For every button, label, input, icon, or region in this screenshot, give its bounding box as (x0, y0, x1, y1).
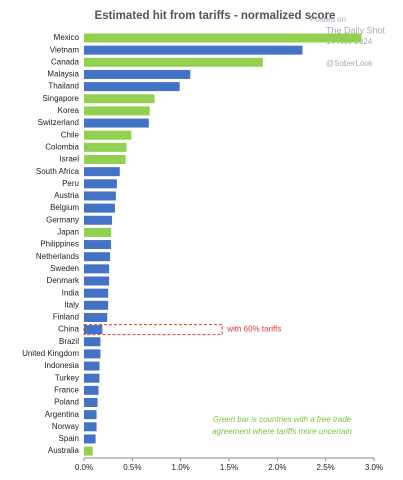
y-tick-label: Sweden (50, 264, 79, 273)
bar (84, 118, 149, 128)
y-tick-label: Indonesia (44, 361, 79, 370)
bar (84, 361, 100, 371)
bar (84, 155, 126, 164)
bar (84, 142, 127, 152)
annotation-text: with 60% tariffs (226, 325, 281, 334)
bar (84, 312, 108, 322)
chart-title: Estimated hit from tariffs - normalized … (95, 10, 336, 22)
bar (84, 325, 103, 335)
bar (84, 276, 110, 286)
bar (84, 264, 110, 274)
y-tick-label: Turkey (55, 373, 79, 382)
bar (84, 106, 150, 116)
y-tick-label: Brazil (59, 337, 79, 346)
y-tick-label: Switzerland (38, 118, 79, 127)
bar (84, 373, 100, 383)
y-tick-label: Chile (61, 130, 80, 139)
bar (84, 422, 97, 432)
bar (84, 130, 132, 140)
x-tick-label: 1.5% (220, 463, 238, 472)
bar (84, 410, 97, 420)
x-tick-label: 0.0% (75, 463, 93, 472)
bar (84, 349, 101, 359)
y-tick-label: Korea (58, 106, 80, 115)
y-tick-label: Singapore (43, 94, 80, 103)
y-tick-label: India (62, 288, 80, 297)
bar (84, 300, 109, 310)
y-tick-label: Thailand (48, 82, 79, 91)
y-tick-label: Poland (54, 398, 79, 407)
x-tick-label: 2.5% (317, 463, 335, 472)
bar (84, 227, 112, 237)
bar (84, 398, 98, 407)
bar (84, 179, 117, 189)
y-tick-label: Japan (57, 228, 79, 237)
y-tick-label: Australia (48, 446, 80, 455)
y-tick-label: Denmark (47, 276, 80, 285)
y-tick-label: South Africa (36, 167, 80, 176)
bar (84, 82, 180, 92)
bar (84, 45, 303, 55)
bar (84, 33, 362, 43)
x-tick-label: 3.0% (365, 463, 383, 472)
y-tick-label: Norway (52, 422, 79, 431)
y-tick-label: Malaysia (47, 70, 79, 79)
bar (84, 337, 101, 347)
note: agreement where tariffs more uncertain (212, 427, 352, 436)
watermark: The Daily Shot (326, 25, 386, 35)
y-tick-label: Finland (53, 313, 79, 322)
y-tick-label: Israel (59, 155, 79, 164)
bar (84, 215, 113, 225)
bar (84, 446, 93, 456)
y-tick-label: Italy (64, 300, 79, 309)
y-tick-label: China (58, 325, 79, 334)
y-tick-label: Germany (46, 215, 79, 224)
annotation-box (83, 324, 223, 336)
y-tick-label: Netherlands (36, 252, 79, 261)
x-tick-label: 0.5% (123, 463, 141, 472)
bar (84, 94, 155, 104)
y-tick-label: Belgium (50, 203, 79, 212)
x-tick-label: 1.0% (172, 463, 190, 472)
y-tick-label: Austria (54, 191, 79, 200)
bar (84, 434, 96, 444)
y-tick-label: Colombia (45, 142, 79, 151)
bar (84, 191, 116, 201)
y-tick-label: Peru (62, 179, 79, 188)
y-tick-label: Canada (51, 57, 80, 66)
y-tick-label: United Kingdom (22, 349, 79, 358)
bar (84, 240, 112, 250)
x-tick-label: 2.0% (268, 463, 286, 472)
bar (84, 252, 111, 262)
y-tick-label: Mexico (54, 33, 80, 42)
bar (84, 69, 191, 79)
bar (84, 57, 263, 67)
bar (84, 288, 109, 298)
y-tick-label: Argentina (45, 410, 80, 419)
y-tick-label: France (54, 385, 79, 394)
watermark: @SoberLook (326, 59, 374, 68)
bar (84, 167, 120, 177)
bar (84, 203, 115, 213)
y-tick-label: Vietnam (50, 45, 80, 54)
y-tick-label: Spain (59, 434, 79, 443)
watermark: Posted on (310, 15, 346, 24)
bar (84, 385, 99, 395)
note: Green bar is countries with a free trade (213, 415, 352, 424)
y-tick-label: Philippines (40, 240, 79, 249)
